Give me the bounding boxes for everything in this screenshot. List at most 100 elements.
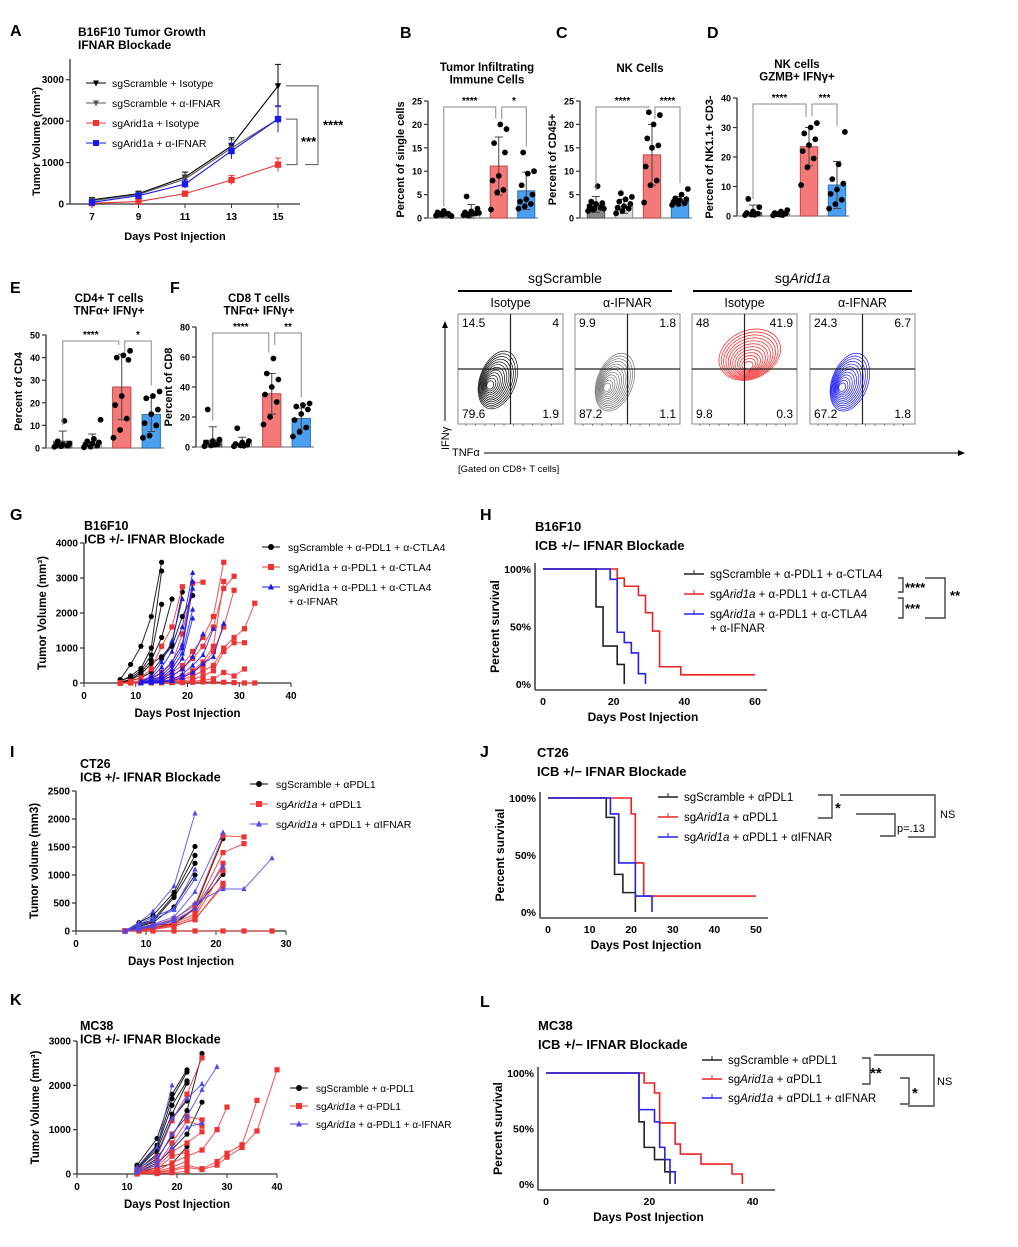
- x-axis-label: Days Post Injection: [593, 1210, 704, 1224]
- survival-curve: [548, 797, 653, 912]
- panel-label: I: [10, 744, 14, 761]
- data-point: [171, 913, 177, 920]
- data-point: [125, 356, 132, 363]
- data-point: [150, 916, 156, 922]
- significance-bracket: [501, 106, 527, 147]
- x-axis-label: Days Post Injection: [124, 1199, 230, 1211]
- y-tick-label: 3000: [49, 1037, 72, 1048]
- data-point: [181, 180, 189, 188]
- data-point: [268, 583, 274, 590]
- data-point: [220, 867, 226, 874]
- legend-label: sgArid1a + α-PDL1: [316, 1102, 401, 1113]
- data-point: [745, 195, 752, 202]
- y-tick-label: 80: [180, 323, 190, 333]
- legend-label: sgArid1a + α-PDL1 + α-CTLA4: [288, 582, 432, 594]
- chart-title: CD8 T cells: [228, 293, 290, 305]
- data-point: [228, 147, 235, 155]
- data-point: [88, 199, 96, 206]
- data-point: [649, 144, 655, 151]
- significance-label: *: [912, 1085, 918, 1102]
- x-tick-label: 40: [271, 1182, 283, 1193]
- survival-curve: [548, 797, 637, 912]
- y-tick-label: 10: [721, 182, 731, 192]
- data-point: [93, 140, 99, 146]
- data-point: [190, 662, 196, 668]
- data-point: [127, 661, 134, 668]
- data-point: [169, 669, 175, 675]
- data-point: [200, 643, 206, 649]
- contour-line: [600, 371, 620, 399]
- data-point: [210, 676, 216, 682]
- chart-title: NK cells: [774, 59, 819, 71]
- data-point: [221, 648, 227, 655]
- data-point: [262, 391, 268, 398]
- data-point: [593, 201, 599, 207]
- series-2: sgArid1a + αPDL1 + αIFNAR: [122, 810, 412, 934]
- y-axis-label: Tumor Volume (mm³): [37, 556, 49, 670]
- significance-bracket: [900, 1077, 910, 1105]
- x-tick-label: 30: [221, 1182, 233, 1193]
- data-point: [93, 100, 99, 107]
- data-point: [220, 885, 226, 892]
- data-point: [200, 630, 206, 637]
- survival-curve: [543, 568, 755, 676]
- y-tick-label: 5: [569, 190, 574, 200]
- data-point: [252, 600, 258, 606]
- data-point: [804, 164, 811, 171]
- data-point: [214, 1127, 220, 1133]
- data-point: [184, 1095, 190, 1101]
- x-tick-label: 40: [285, 691, 297, 702]
- plot-title: Isotype: [724, 296, 764, 310]
- data-point: [171, 906, 177, 912]
- data-point: [220, 833, 226, 839]
- data-point: [835, 161, 842, 168]
- contour-line: [477, 350, 519, 410]
- legend-label: sgArid1a + αPDL1: [728, 1074, 822, 1086]
- data-point: [494, 189, 501, 196]
- legend-label: sgArid1a + αPDL1: [684, 812, 778, 824]
- series-2: sgArid1a + α-PDL1 + α-IFNAR: [134, 1063, 452, 1175]
- data-point: [517, 198, 523, 205]
- data-point: [274, 83, 282, 90]
- data-point: [756, 204, 763, 211]
- data-point: [268, 544, 274, 550]
- contour-line: [837, 379, 849, 394]
- significance-label: *: [835, 800, 841, 817]
- x-tick-label: 10: [130, 691, 142, 702]
- panel-label: H: [480, 507, 492, 524]
- data-point: [813, 120, 820, 126]
- data-point: [184, 1140, 190, 1146]
- data-point: [210, 648, 216, 655]
- legend-label: + α-IFNAR: [710, 623, 765, 635]
- data-point: [531, 168, 537, 175]
- data-point: [641, 199, 648, 206]
- data-point: [169, 1111, 175, 1117]
- x-tick-label: 30: [280, 939, 292, 950]
- chart-title: TNFα+ IFNγ+: [74, 306, 145, 318]
- data-point: [656, 112, 663, 118]
- data-point: [465, 212, 472, 219]
- data-point: [614, 204, 621, 211]
- y-tick-label: 0: [72, 679, 78, 690]
- x-tick-label: 20: [643, 1196, 655, 1208]
- bar-group-3: [140, 388, 163, 449]
- y-tick-label: 5: [417, 190, 422, 200]
- data-point: [150, 393, 156, 399]
- data-point: [269, 928, 275, 934]
- contour-line: [836, 377, 851, 396]
- survival-curve: [546, 1072, 671, 1184]
- data-point: [589, 206, 596, 213]
- y-tick-label: 100%: [504, 564, 532, 576]
- contour-line: [732, 346, 766, 375]
- chart-title: ICB +/- IFNAR Blockade: [80, 1033, 221, 1047]
- significance-label: ****: [462, 96, 478, 107]
- data-point: [200, 673, 206, 679]
- quadrant-value: 24.3: [814, 316, 838, 330]
- y-tick-label: 500: [53, 899, 70, 910]
- data-point: [169, 1170, 175, 1176]
- data-point: [120, 352, 127, 359]
- data-point: [529, 191, 536, 198]
- x-tick-label: 50: [750, 924, 762, 936]
- legend-label: sgScramble + α-IFNAR: [112, 98, 221, 110]
